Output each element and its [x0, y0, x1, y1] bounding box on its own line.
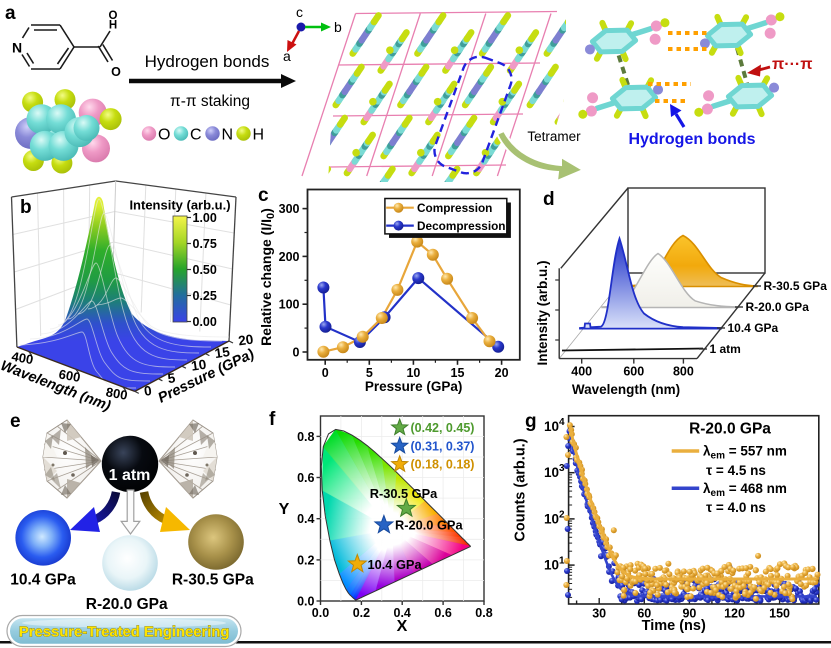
svg-text:R-20.0 GPa: R-20.0 GPa	[746, 300, 810, 314]
svg-text:600: 600	[58, 366, 82, 385]
svg-text:Hydrogen bonds: Hydrogen bonds	[145, 52, 270, 71]
svg-text:π-π staking: π-π staking	[170, 93, 250, 110]
svg-text:Compression: Compression	[417, 201, 492, 215]
svg-text:0.25: 0.25	[193, 289, 217, 303]
svg-text:150: 150	[769, 607, 790, 621]
svg-text:10.4 GPa: 10.4 GPa	[368, 557, 423, 572]
svg-text:20: 20	[495, 366, 509, 380]
svg-text:N: N	[12, 40, 22, 56]
svg-text:100: 100	[279, 298, 300, 312]
svg-text:(0.31, 0.37): (0.31, 0.37)	[411, 439, 475, 453]
svg-text:Pressure-Treated Engineering: Pressure-Treated Engineering	[19, 625, 230, 641]
svg-text:0.6: 0.6	[434, 606, 451, 620]
svg-text:a: a	[283, 48, 291, 64]
svg-text:0.0: 0.0	[297, 595, 314, 609]
svg-text:H: H	[109, 20, 117, 32]
svg-text:5: 5	[167, 370, 177, 386]
svg-text:Intensity (arb.u.): Intensity (arb.u.)	[129, 198, 230, 213]
svg-text:R-20.0 GPa: R-20.0 GPa	[689, 421, 771, 438]
svg-text:15: 15	[451, 366, 465, 380]
svg-text:O: O	[111, 65, 121, 79]
svg-text:15: 15	[214, 344, 231, 361]
svg-text:200: 200	[279, 250, 300, 264]
svg-text:0.6: 0.6	[297, 471, 314, 485]
svg-text:(0.42, 0.45): (0.42, 0.45)	[411, 421, 475, 435]
svg-text:R-30.5 GPa: R-30.5 GPa	[172, 572, 254, 589]
svg-text:400: 400	[10, 349, 34, 368]
svg-text:O: O	[158, 127, 170, 144]
svg-text:101: 101	[544, 556, 565, 573]
svg-text:R-20.0 GPa: R-20.0 GPa	[86, 596, 168, 613]
svg-text:300: 300	[279, 202, 300, 216]
svg-text:1 atm: 1 atm	[109, 467, 151, 484]
svg-text:R-30.5 GPa: R-30.5 GPa	[764, 279, 828, 293]
svg-text:g: g	[525, 411, 537, 432]
svg-text:C: C	[190, 127, 202, 144]
svg-text:10: 10	[190, 357, 207, 374]
svg-text:0: 0	[322, 366, 329, 380]
svg-text:20: 20	[237, 332, 254, 349]
svg-text:e: e	[10, 411, 21, 432]
svg-text:Tetramer: Tetramer	[527, 129, 581, 144]
svg-text:0.00: 0.00	[193, 315, 217, 329]
svg-text:Relative change (I/I0): Relative change (I/I0)	[258, 208, 277, 346]
svg-text:0.4: 0.4	[394, 606, 411, 620]
svg-text:0.0: 0.0	[312, 606, 329, 620]
svg-text:c: c	[258, 185, 269, 206]
svg-text:Wavelength (nm): Wavelength (nm)	[572, 382, 680, 397]
svg-text:d: d	[543, 189, 555, 210]
svg-text:90: 90	[682, 607, 696, 621]
svg-text:R-20.0 GPa: R-20.0 GPa	[395, 518, 463, 533]
svg-text:10.4 GPa: 10.4 GPa	[728, 321, 779, 335]
svg-text:R-30.5 GPa: R-30.5 GPa	[370, 486, 438, 501]
svg-text:τ = 4.0 ns: τ = 4.0 ns	[706, 500, 766, 515]
svg-text:Counts (arb.u.): Counts (arb.u.)	[513, 438, 529, 541]
svg-text:60: 60	[637, 607, 651, 621]
svg-text:Decompression: Decompression	[417, 219, 506, 233]
svg-text:0: 0	[143, 383, 153, 399]
svg-text:Pressure (GPa): Pressure (GPa)	[365, 379, 463, 394]
svg-text:10: 10	[406, 366, 420, 380]
svg-text:0.2: 0.2	[297, 553, 314, 567]
svg-text:30: 30	[592, 607, 606, 621]
svg-text:O: O	[109, 10, 118, 22]
svg-text:N: N	[222, 127, 234, 144]
svg-text:800: 800	[105, 384, 129, 403]
svg-text:b: b	[20, 197, 32, 218]
svg-text:H: H	[253, 127, 265, 144]
svg-text:Y: Y	[279, 501, 290, 518]
svg-text:τ = 4.5 ns: τ = 4.5 ns	[706, 463, 766, 478]
svg-text:5: 5	[366, 366, 373, 380]
svg-text:1.00: 1.00	[193, 211, 217, 225]
svg-text:103: 103	[544, 463, 565, 480]
svg-text:b: b	[334, 19, 342, 35]
svg-text:800: 800	[673, 365, 694, 379]
svg-text:0.2: 0.2	[353, 606, 370, 620]
svg-text:(0.18, 0.18): (0.18, 0.18)	[411, 458, 475, 472]
svg-text:0.50: 0.50	[193, 263, 217, 277]
svg-text:0.8: 0.8	[297, 430, 314, 444]
svg-text:π···π: π···π	[772, 56, 812, 73]
svg-text:0.4: 0.4	[297, 512, 314, 526]
svg-text:Hydrogen bonds: Hydrogen bonds	[628, 131, 755, 148]
svg-text:120: 120	[724, 607, 745, 621]
svg-text:X: X	[397, 618, 408, 635]
svg-text:10.4 GPa: 10.4 GPa	[10, 572, 76, 589]
svg-text:104: 104	[544, 417, 565, 434]
svg-text:f: f	[269, 409, 276, 430]
svg-text:0.8: 0.8	[475, 606, 492, 620]
svg-text:600: 600	[623, 365, 644, 379]
svg-text:Time (ns): Time (ns)	[642, 618, 706, 634]
svg-text:1 atm: 1 atm	[710, 342, 741, 356]
svg-text:400: 400	[571, 365, 592, 379]
svg-text:c: c	[296, 4, 303, 20]
svg-text:Intensity (arb.u.): Intensity (arb.u.)	[535, 260, 550, 365]
svg-text:102: 102	[544, 509, 565, 526]
svg-text:0.75: 0.75	[193, 237, 217, 251]
svg-text:0: 0	[293, 346, 300, 360]
svg-text:a: a	[5, 3, 16, 24]
